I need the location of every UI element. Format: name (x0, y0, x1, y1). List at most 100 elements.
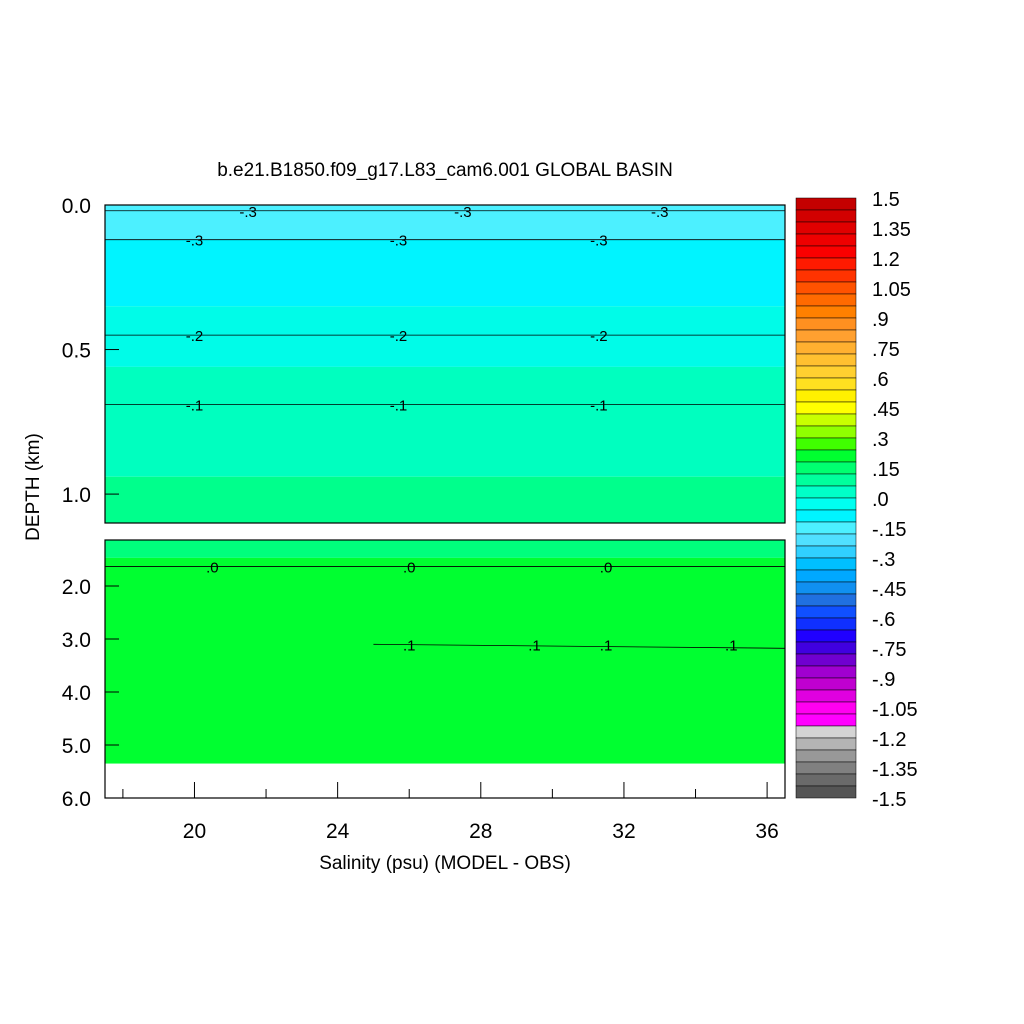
contour-label: .1 (600, 637, 613, 654)
depth-band (105, 366, 785, 477)
contour-label: -.1 (186, 397, 204, 414)
colorbar-swatch (795, 281, 857, 295)
contour-label: -.3 (239, 204, 257, 221)
colorbar-swatch (795, 641, 857, 655)
colorbar-swatch (795, 209, 857, 223)
contour-label: -.3 (454, 204, 472, 221)
colorbar-swatch (795, 269, 857, 283)
depth-band (105, 540, 785, 558)
colorbar-label: .45 (872, 399, 900, 421)
colorbar-label: -.9 (872, 669, 895, 691)
colorbar-label: .3 (872, 429, 889, 451)
x-tick-label: 24 (326, 820, 350, 843)
y-tick-label: 5.0 (62, 735, 91, 758)
x-tick-label: 36 (755, 820, 778, 843)
colorbar-label: .75 (872, 339, 900, 361)
colorbar-swatch (795, 473, 857, 487)
colorbar-swatch (795, 329, 857, 343)
contour-label: -.2 (590, 328, 608, 345)
y-tick-label: 3.0 (62, 629, 91, 652)
y-tick-label: 0.5 (62, 340, 91, 363)
colorbar-swatch (795, 605, 857, 619)
y-tick-label: 1.0 (62, 484, 91, 507)
colorbar-swatch (795, 773, 857, 787)
colorbar-swatch (795, 485, 857, 499)
colorbar-swatch (795, 521, 857, 535)
colorbar-label: -.75 (872, 639, 906, 661)
colorbar-swatch (795, 725, 857, 739)
colorbar-label: .15 (872, 459, 900, 481)
colorbar-swatch (795, 689, 857, 703)
depth-band (105, 476, 785, 523)
colorbar-swatch (795, 533, 857, 547)
colorbar-swatch (795, 461, 857, 475)
contour-label: -.3 (651, 204, 669, 221)
y-axis-label: DEPTH (km) (23, 433, 44, 541)
colorbar-swatch (795, 677, 857, 691)
colorbar-label: -.45 (872, 579, 906, 601)
colorbar-swatch (795, 785, 857, 799)
colorbar-label: 1.5 (872, 189, 900, 211)
colorbar-swatch (795, 509, 857, 523)
contour-label: -.3 (390, 233, 408, 250)
colorbar-swatch (795, 401, 857, 415)
colorbar-swatch (795, 377, 857, 391)
contour-label: .1 (725, 637, 738, 654)
depth-band (105, 306, 785, 367)
x-tick-label: 32 (612, 820, 635, 843)
colorbar-swatch (795, 749, 857, 763)
colorbar: 1.5 1.35 1.2 1.05 .9 .75 .6 .45 .3 .15 .0 -.15 -.3 -.… (795, 189, 918, 811)
colorbar-label: .0 (872, 489, 889, 511)
x-tick-label: 20 (183, 820, 206, 843)
x-axis-label: Salinity (psu) (MODEL - OBS) (319, 853, 571, 874)
colorbar-swatch (795, 341, 857, 355)
colorbar-swatch (795, 425, 857, 439)
y-tick-label: 4.0 (62, 682, 91, 705)
colorbar-label: -.6 (872, 609, 895, 631)
colorbar-swatch (795, 713, 857, 727)
contour-label: .1 (403, 637, 416, 654)
colorbar-swatch (795, 761, 857, 775)
chart-title: b.e21.B1850.f09_g17.L83_cam6.001 GLOBAL … (217, 160, 673, 181)
contour-label: -.2 (186, 328, 204, 345)
colorbar-swatch (795, 593, 857, 607)
colorbar-swatch (795, 497, 857, 511)
colorbar-swatch (795, 653, 857, 667)
colorbar-label: -1.05 (872, 699, 918, 721)
depth-band (105, 239, 785, 307)
colorbar-label: -1.35 (872, 759, 918, 781)
colorbar-label: 1.35 (872, 219, 911, 241)
colorbar-swatch (795, 737, 857, 751)
colorbar-label: 1.2 (872, 249, 900, 271)
contour-label: -.3 (186, 233, 204, 250)
colorbar-label: -1.5 (872, 789, 906, 811)
colorbar-swatch (795, 221, 857, 235)
colorbar-swatch (795, 557, 857, 571)
colorbar-label: -.3 (872, 549, 895, 571)
colorbar-swatch (795, 413, 857, 427)
x-axis: 20 24 28 32 36 (122, 782, 779, 843)
contour-label: .1 (528, 637, 541, 654)
colorbar-swatch (795, 389, 857, 403)
colorbar-swatch (795, 665, 857, 679)
colorbar-swatch (795, 245, 857, 259)
colorbar-swatch (795, 233, 857, 247)
colorbar-swatch (795, 353, 857, 367)
upper-panel: -.3 -.3 -.3 -.3 -.3 -.3 -.2 -.2 -.2 -.1 -.1 -.1 0.0 0… (62, 195, 786, 524)
colorbar-swatch (795, 437, 857, 451)
colorbar-swatch (795, 581, 857, 595)
colorbar-label: -.15 (872, 519, 906, 541)
y-tick-label: 6.0 (62, 788, 91, 811)
contour-label: -.1 (390, 397, 408, 414)
colorbar-swatch (795, 197, 857, 211)
colorbar-label: .6 (872, 369, 889, 391)
colorbar-swatch (795, 449, 857, 463)
colorbar-swatch (795, 617, 857, 631)
colorbar-swatch (795, 365, 857, 379)
depth-band (105, 557, 785, 764)
colorbar-label: .9 (872, 309, 889, 331)
contour-line (373, 643, 786, 649)
upper-panel-frame (104, 204, 786, 524)
contour-label: .0 (600, 560, 613, 577)
